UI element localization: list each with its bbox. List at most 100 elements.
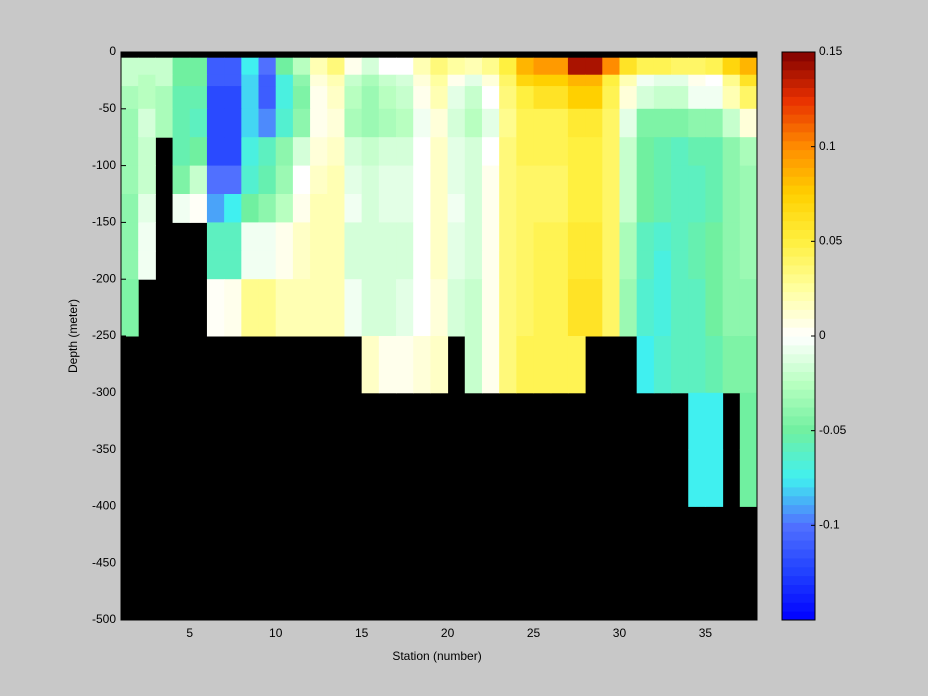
heatmap-cell (671, 74, 689, 87)
colorbar-swatch (782, 504, 815, 514)
colorbar-swatch (782, 123, 815, 133)
heatmap-cell (636, 57, 655, 76)
heatmap-cell (138, 108, 156, 138)
heatmap-cell (602, 108, 620, 138)
colorbar-swatch (782, 531, 815, 541)
heatmap-cell (241, 222, 260, 252)
heatmap-cell (396, 108, 414, 138)
heatmap-cell (258, 250, 277, 280)
heatmap-cell (241, 165, 260, 195)
heatmap-cell (327, 194, 345, 223)
heatmap-cell (688, 108, 706, 138)
heatmap-cell (413, 137, 431, 167)
colorbar-swatch (782, 247, 815, 257)
heatmap-cell (464, 86, 483, 110)
colorbar-swatch (782, 495, 815, 506)
heatmap-cell (447, 57, 466, 76)
heatmap-cell (636, 108, 655, 138)
heatmap-cell (619, 108, 638, 138)
heatmap-cell (705, 194, 724, 223)
heatmap-cell (378, 279, 397, 337)
heatmap-cell (396, 137, 414, 167)
heatmap-cell (189, 137, 208, 167)
heatmap-cell (722, 222, 741, 252)
heatmap-cell (516, 137, 535, 167)
heatmap-cell (722, 74, 741, 87)
heatmap-cell (516, 165, 535, 195)
heatmap-cell (121, 108, 139, 138)
colorbar-swatch (782, 291, 815, 301)
heatmap-cell (138, 74, 156, 87)
heatmap-cell (413, 165, 431, 195)
heatmap-cell (155, 108, 174, 138)
y-tick-label: -300 (92, 385, 116, 399)
heatmap-cell (481, 165, 500, 195)
heatmap-cell (206, 137, 225, 167)
heatmap-cell (499, 336, 517, 394)
heatmap-cell (739, 57, 758, 76)
heatmap-cell (430, 250, 449, 280)
heatmap-cell (378, 222, 397, 252)
heatmap-cell (121, 194, 139, 223)
y-tick-label: -200 (92, 271, 116, 285)
heatmap-cell (705, 392, 724, 451)
heatmap-cell (516, 194, 535, 223)
heatmap-cell (464, 194, 483, 223)
heatmap-cell (516, 279, 535, 337)
heatmap-cell (378, 57, 397, 76)
heatmap-cell (310, 137, 328, 167)
heatmap-cell (275, 222, 294, 252)
heatmap-cell (705, 137, 724, 167)
colorbar-swatch (782, 60, 815, 71)
heatmap-cell (550, 194, 569, 223)
y-tick-label: -450 (92, 555, 116, 569)
heatmap-cell (688, 392, 706, 451)
heatmap-cell (172, 137, 191, 167)
heatmap-cell (396, 194, 414, 223)
heatmap-cell (224, 137, 242, 167)
heatmap-cell (550, 279, 569, 337)
heatmap-cell (585, 86, 603, 110)
heatmap-cell (447, 279, 466, 337)
colorbar-swatch (782, 78, 815, 88)
heatmap-cell (344, 165, 363, 195)
heatmap-cell (292, 108, 311, 138)
heatmap-cell (172, 108, 191, 138)
heatmap-cell (602, 222, 620, 252)
heatmap-cell (653, 57, 672, 76)
heatmap-cell (155, 74, 174, 87)
heatmap-cell (138, 57, 156, 76)
colorbar-swatch (782, 362, 815, 372)
heatmap-cell (653, 279, 672, 337)
colorbar-swatch (782, 167, 815, 177)
heatmap-cell (344, 57, 363, 76)
heatmap-cell (121, 222, 139, 252)
heatmap-cell (688, 165, 706, 195)
heatmap-cell (636, 165, 655, 195)
heatmap-cell (224, 108, 242, 138)
heatmap-cell (310, 74, 328, 87)
heatmap-cell (189, 74, 208, 87)
colorbar-swatch (782, 549, 815, 559)
colorbar-swatch (782, 202, 815, 213)
heatmap-cell (258, 222, 277, 252)
heatmap-cell (688, 74, 706, 87)
heatmap-cell (516, 108, 535, 138)
heatmap-cell (224, 57, 242, 76)
heatmap-cell (619, 74, 638, 87)
x-tick-label: 10 (269, 626, 283, 640)
heatmap-cell (671, 165, 689, 195)
heatmap-cell (533, 137, 552, 167)
heatmap-cell (258, 165, 277, 195)
heatmap-cell (567, 336, 586, 394)
heatmap-cell (705, 86, 724, 110)
heatmap-cell (361, 165, 380, 195)
x-tick-label: 20 (441, 626, 455, 640)
heatmap-cell (447, 137, 466, 167)
heatmap-cell (688, 222, 706, 252)
heatmap-cell (585, 108, 603, 138)
colorbar-tick-label: 0.05 (819, 234, 843, 248)
heatmap-cell (121, 250, 139, 280)
heatmap-cell (206, 108, 225, 138)
heatmap-cell (705, 57, 724, 76)
